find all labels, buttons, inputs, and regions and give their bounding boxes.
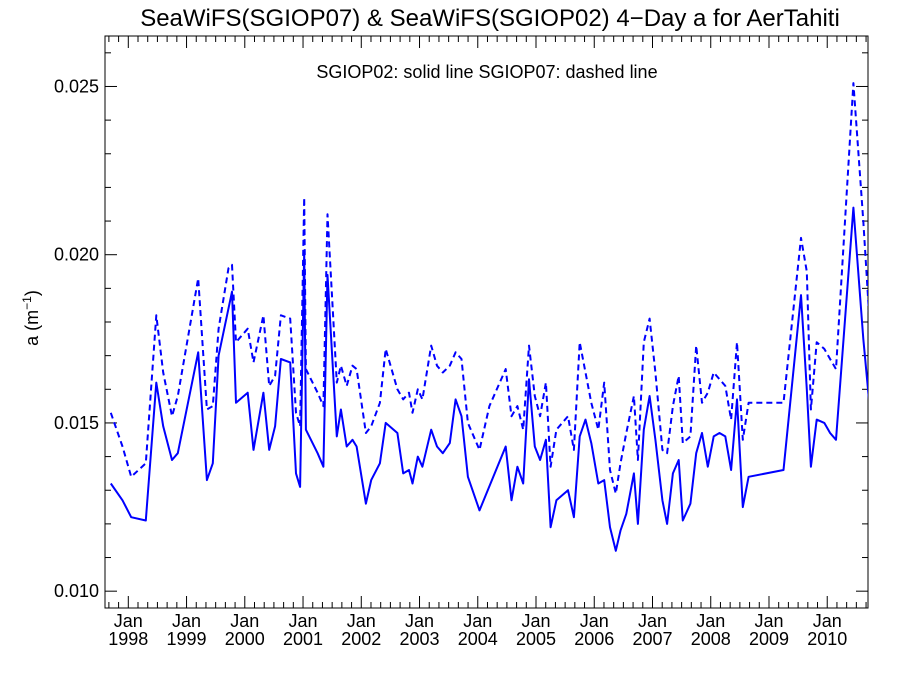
x-tick-label-month: Jan	[114, 611, 143, 631]
x-axis-ticks: Jan1998Jan1999Jan2000Jan2001Jan2002Jan20…	[108, 36, 867, 649]
y-tick-label: 0.015	[54, 413, 99, 433]
y-tick-label: 0.025	[54, 76, 99, 96]
y-axis-label-superscript: −1	[20, 296, 34, 310]
x-tick-label-month: Jan	[638, 611, 667, 631]
y-tick-label: 0.020	[54, 245, 99, 265]
x-tick-label-year: 2005	[516, 629, 556, 649]
x-tick-label-month: Jan	[289, 611, 318, 631]
x-tick-label-month: Jan	[696, 611, 725, 631]
legend-annotation: SGIOP02: solid line SGIOP07: dashed line	[316, 62, 657, 82]
x-tick-label-year: 2003	[399, 629, 439, 649]
x-tick-label-year: 1999	[167, 629, 207, 649]
x-tick-label-year: 2008	[691, 629, 731, 649]
x-tick-label-year: 2010	[807, 629, 847, 649]
x-tick-label-month: Jan	[347, 611, 376, 631]
x-tick-label-year: 1998	[108, 629, 148, 649]
chart-title: SeaWiFS(SGIOP07) & SeaWiFS(SGIOP02) 4−Da…	[140, 5, 840, 32]
x-tick-label-year: 2006	[574, 629, 614, 649]
x-tick-label-month: Jan	[521, 611, 550, 631]
y-axis-ticks: 0.010 0.015 0.020 0.025	[54, 52, 868, 601]
y-axis-label: a (m−1)	[20, 290, 42, 346]
x-tick-label-year: 2001	[283, 629, 323, 649]
x-tick-label-year: 2009	[749, 629, 789, 649]
x-tick-label-month: Jan	[405, 611, 434, 631]
x-tick-label-month: Jan	[463, 611, 492, 631]
x-tick-label-year: 2004	[458, 629, 498, 649]
x-tick-label-year: 2002	[341, 629, 381, 649]
x-tick-label-month: Jan	[813, 611, 842, 631]
x-tick-label-month: Jan	[754, 611, 783, 631]
sgiop07-dashed-line	[109, 82, 868, 495]
sgiop02-solid-line	[109, 206, 868, 552]
y-axis-label-main: a (m	[22, 310, 42, 346]
series-group	[109, 82, 868, 552]
y-axis-label-close: )	[22, 290, 42, 296]
x-tick-label-year: 2007	[632, 629, 672, 649]
x-tick-label-year: 2000	[225, 629, 265, 649]
x-tick-label-month: Jan	[580, 611, 609, 631]
x-tick-label-month: Jan	[172, 611, 201, 631]
y-tick-label: 0.010	[54, 581, 99, 601]
x-tick-label-month: Jan	[230, 611, 259, 631]
